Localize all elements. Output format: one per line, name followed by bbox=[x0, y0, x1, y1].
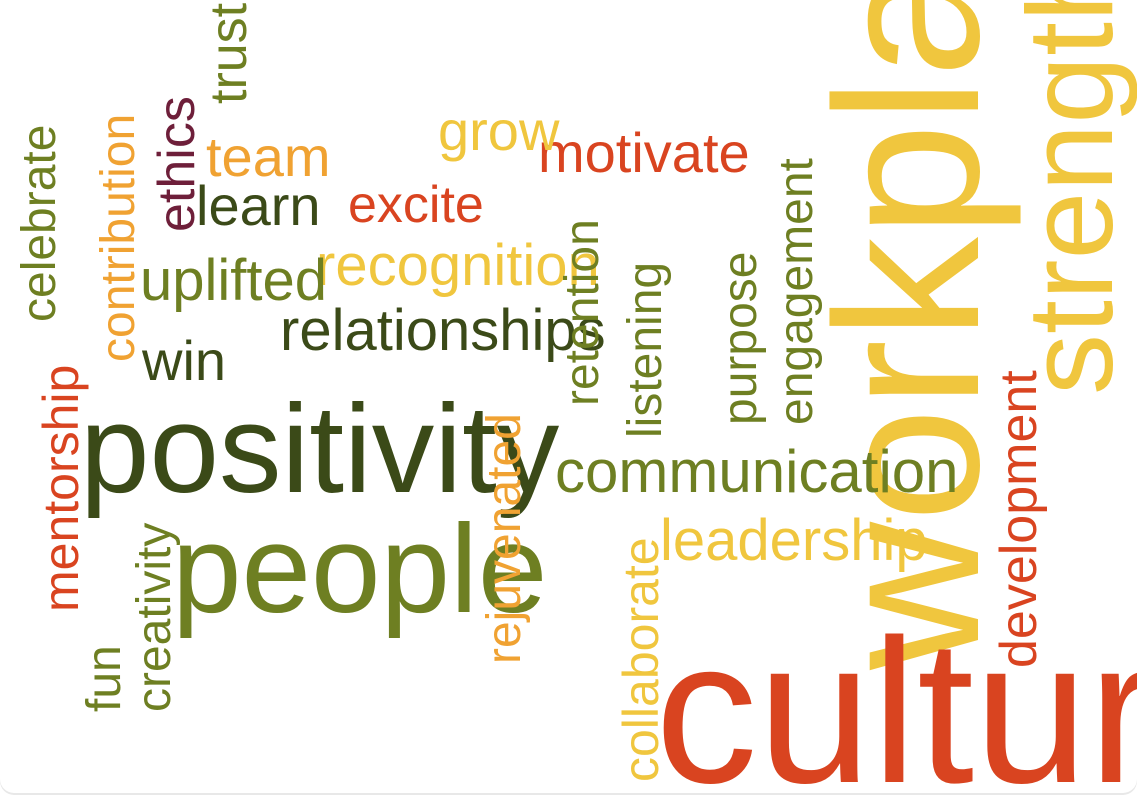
word-workplace: workplace bbox=[793, 0, 1022, 671]
word-purpose: purpose bbox=[714, 252, 767, 425]
word-motivate: motivate bbox=[538, 121, 750, 184]
word-development: development bbox=[990, 370, 1048, 668]
word-creativity: creativity bbox=[128, 523, 181, 712]
word-contribution: contribution bbox=[92, 114, 145, 362]
word-uplifted: uplifted bbox=[140, 248, 327, 313]
word-team: team bbox=[206, 125, 331, 188]
word-leadership: leadership bbox=[660, 508, 928, 573]
word-relationships: relationships bbox=[280, 298, 606, 363]
word-people: people bbox=[172, 500, 547, 639]
word-trust: trust bbox=[200, 2, 258, 104]
word-excite: excite bbox=[348, 176, 484, 234]
word-celebrate: celebrate bbox=[13, 125, 66, 322]
word-positivity: positivity bbox=[80, 380, 560, 519]
word-learn: learn bbox=[196, 174, 321, 237]
word-fun: fun bbox=[78, 645, 131, 712]
word-grow: grow bbox=[438, 99, 560, 162]
word-recognition: recognition bbox=[316, 233, 600, 298]
word-culture: culture bbox=[655, 597, 1137, 795]
word-rejuvenated: rejuvenated bbox=[478, 413, 531, 664]
word-listening: listening bbox=[619, 262, 672, 438]
word-win: win bbox=[141, 329, 226, 392]
word-retention: retention bbox=[556, 219, 609, 406]
word-mentorship: mentorship bbox=[33, 365, 89, 612]
word-ethics: ethics bbox=[148, 96, 206, 232]
word-communication: communication bbox=[555, 438, 959, 505]
word-collaborate: collaborate bbox=[613, 537, 669, 782]
word-strength: strength bbox=[1002, 0, 1137, 395]
word-engagement: engagement bbox=[770, 158, 823, 425]
